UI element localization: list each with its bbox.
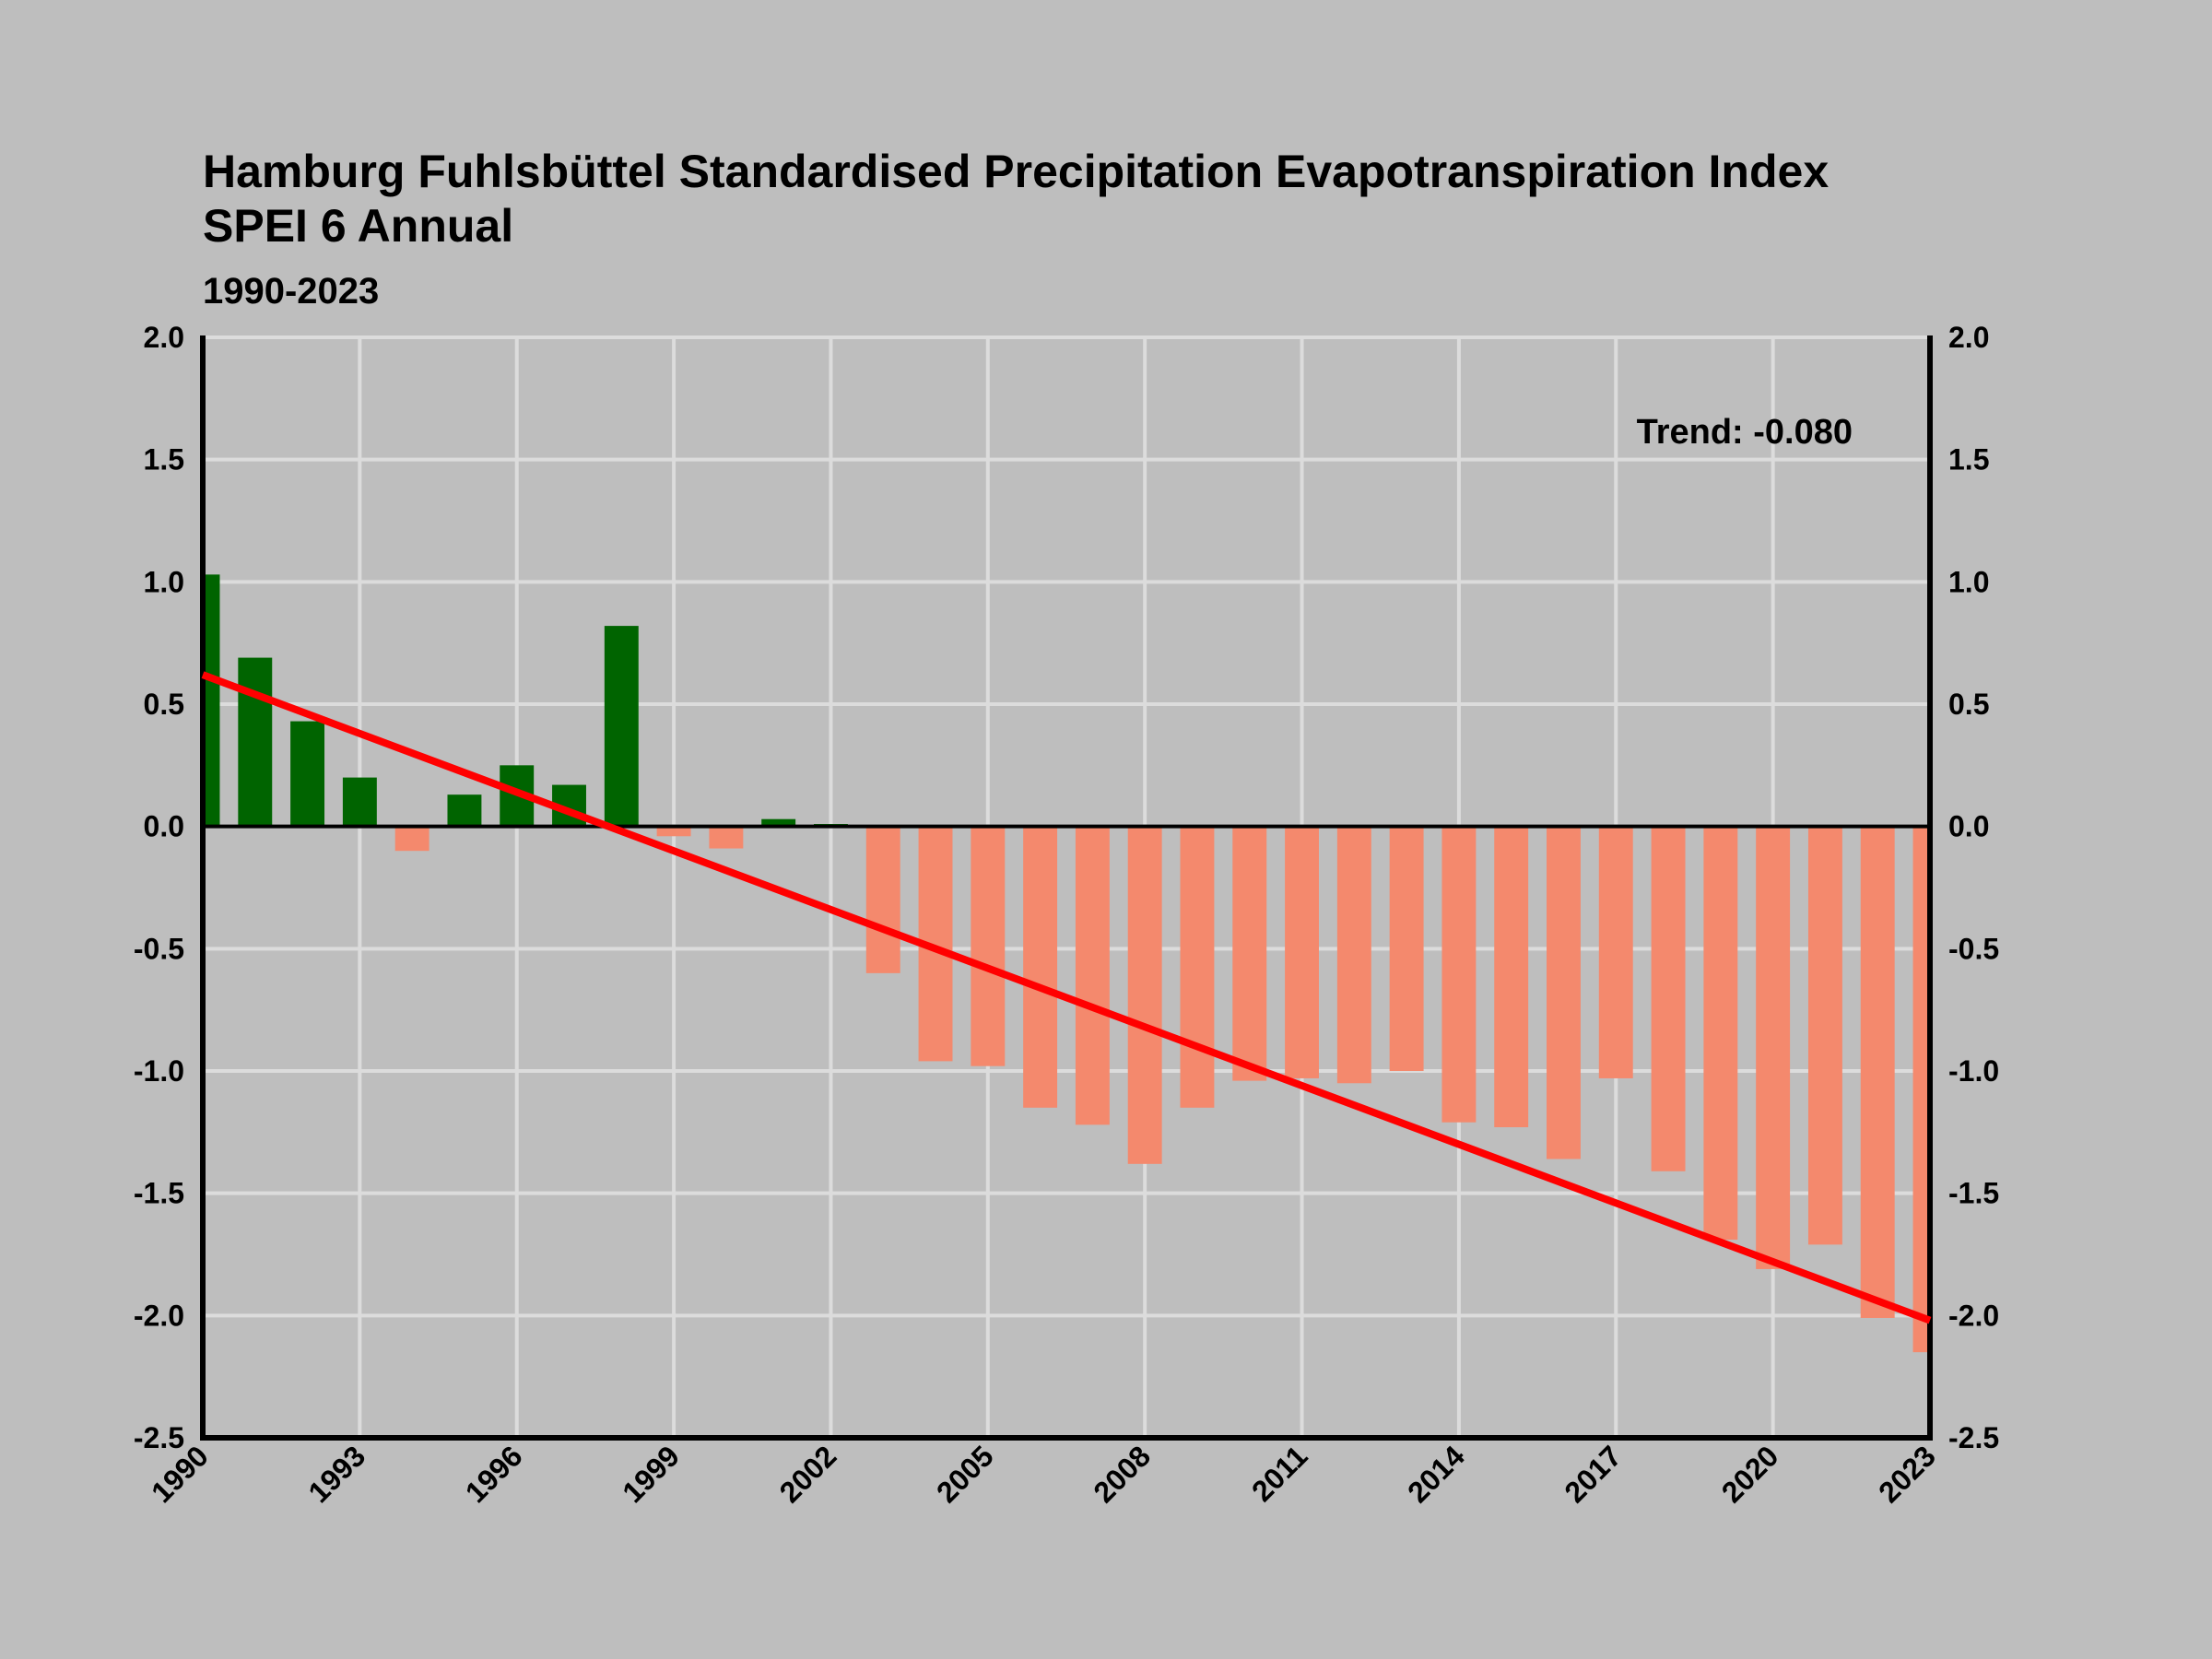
bar-2022 [1860, 826, 1895, 1318]
y-tick-label-right: -0.5 [1948, 932, 1999, 965]
x-tick-label: 1996 [459, 1439, 529, 1509]
bar-1995 [447, 794, 482, 827]
y-tick-label-right: -2.0 [1948, 1299, 1999, 1332]
y-tick-label-left: 0.5 [144, 688, 184, 721]
bar-2011 [1285, 826, 1320, 1078]
bar-2005 [971, 826, 1006, 1066]
bar-2016 [1547, 826, 1581, 1159]
y-tick-label-right: 1.5 [1948, 443, 1989, 477]
bar-1999 [656, 826, 691, 837]
bar-2001 [761, 818, 796, 827]
y-tick-label-right: -1.5 [1948, 1177, 1999, 1210]
x-tick-label: 2014 [1401, 1439, 1471, 1509]
bar-2020 [1756, 826, 1791, 1269]
trend-line [201, 671, 1932, 1324]
bar-1998 [604, 626, 639, 827]
bar-1992 [290, 721, 325, 827]
y-tick-label-right: 1.0 [1948, 565, 1989, 598]
bar-2003 [865, 826, 900, 973]
bar-2007 [1075, 826, 1110, 1125]
bar-2018 [1651, 826, 1686, 1171]
y-tick-label-left: -2.0 [134, 1299, 184, 1332]
bar-2006 [1023, 826, 1058, 1108]
y-tick-label-right: 0.5 [1948, 688, 1989, 721]
bar-1993 [342, 777, 377, 827]
bars [203, 574, 1930, 1353]
bar-2012 [1336, 826, 1371, 1084]
chart-title-line2: SPEI 6 Annual [203, 200, 513, 252]
bar-1991 [238, 657, 273, 827]
y-tick-label-right: -1.0 [1948, 1054, 1999, 1088]
trend-annotation: Trend: -0.080 [1637, 413, 1853, 452]
bar-2008 [1127, 826, 1162, 1164]
y-tick-label-right: 2.0 [1948, 321, 1989, 354]
axes [200, 335, 1933, 1441]
y-tick-label-left: 1.5 [144, 443, 184, 477]
x-tick-label: 2002 [773, 1439, 843, 1509]
trend-layer [201, 671, 1932, 1324]
y-tick-label-left: -0.5 [134, 932, 184, 965]
bar-2010 [1232, 826, 1267, 1081]
y-tick-label-left: -1.5 [134, 1177, 184, 1210]
x-tick-label: 2023 [1872, 1439, 1942, 1509]
y-tick-label-left: 0.0 [144, 810, 184, 843]
bar-1994 [394, 826, 429, 852]
bar-2023 [1912, 826, 1930, 1353]
bar-2021 [1807, 826, 1842, 1245]
x-tick-label: 2011 [1245, 1439, 1314, 1508]
y-tick-label-right: 0.0 [1948, 810, 1989, 843]
bar-2015 [1494, 826, 1529, 1128]
y-tick-label-left: 2.0 [144, 321, 184, 354]
bar-2017 [1598, 826, 1633, 1078]
x-tick-label: 2017 [1558, 1439, 1628, 1509]
bar-2019 [1703, 826, 1738, 1241]
bar-1990 [203, 574, 220, 827]
bar-2013 [1389, 826, 1424, 1071]
y-tick-label-right: -2.5 [1948, 1421, 1999, 1454]
chart-title-line1: Hamburg Fuhlsbüttel Standardised Precipi… [203, 146, 1829, 197]
x-tick-label: 2005 [930, 1439, 1000, 1509]
y-tick-label-left: 1.0 [144, 565, 184, 598]
bar-2014 [1441, 826, 1477, 1123]
bar-2009 [1180, 826, 1215, 1108]
y-tick-label-left: -1.0 [134, 1054, 184, 1088]
x-tick-label: 2008 [1087, 1439, 1157, 1509]
bar-2000 [709, 826, 744, 849]
chart-subtitle: 1990-2023 [203, 271, 379, 312]
x-tick-label: 2020 [1715, 1439, 1785, 1509]
x-tick-label: 1993 [302, 1439, 372, 1509]
x-tick-label: 1999 [616, 1439, 686, 1509]
y-tick-label-left: -2.5 [134, 1421, 184, 1454]
